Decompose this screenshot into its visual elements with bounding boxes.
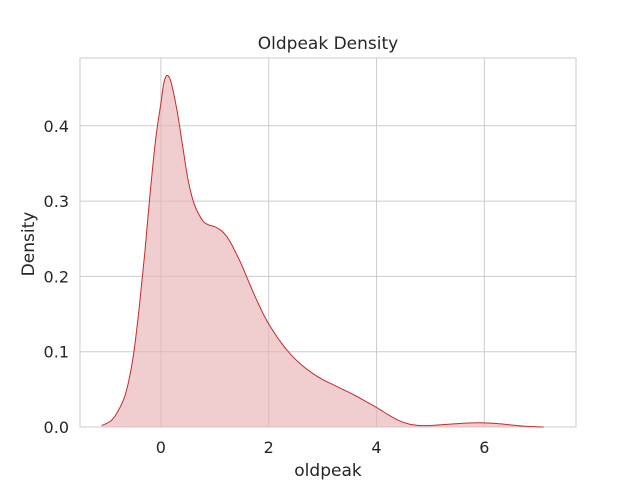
- y-tick-label: 0.3: [44, 192, 69, 211]
- x-tick-label: 2: [264, 438, 274, 457]
- x-axis-label: oldpeak: [294, 461, 362, 480]
- y-tick-label: 0.0: [44, 418, 69, 437]
- x-tick-label: 4: [371, 438, 381, 457]
- tick-labels: 0 2 4 6 0.0 0.1 0.2 0.3 0.4: [44, 117, 490, 457]
- density-curve: [101, 74, 544, 428]
- y-tick-label: 0.4: [44, 117, 69, 136]
- y-tick-label: 0.2: [44, 267, 69, 286]
- x-tick-label: 6: [479, 438, 489, 457]
- x-tick-label: 0: [156, 438, 166, 457]
- density-fill-area: [101, 75, 544, 428]
- y-axis-label: Density: [19, 212, 39, 277]
- y-tick-label: 0.1: [44, 343, 69, 362]
- chart-title: Oldpeak Density: [258, 34, 398, 54]
